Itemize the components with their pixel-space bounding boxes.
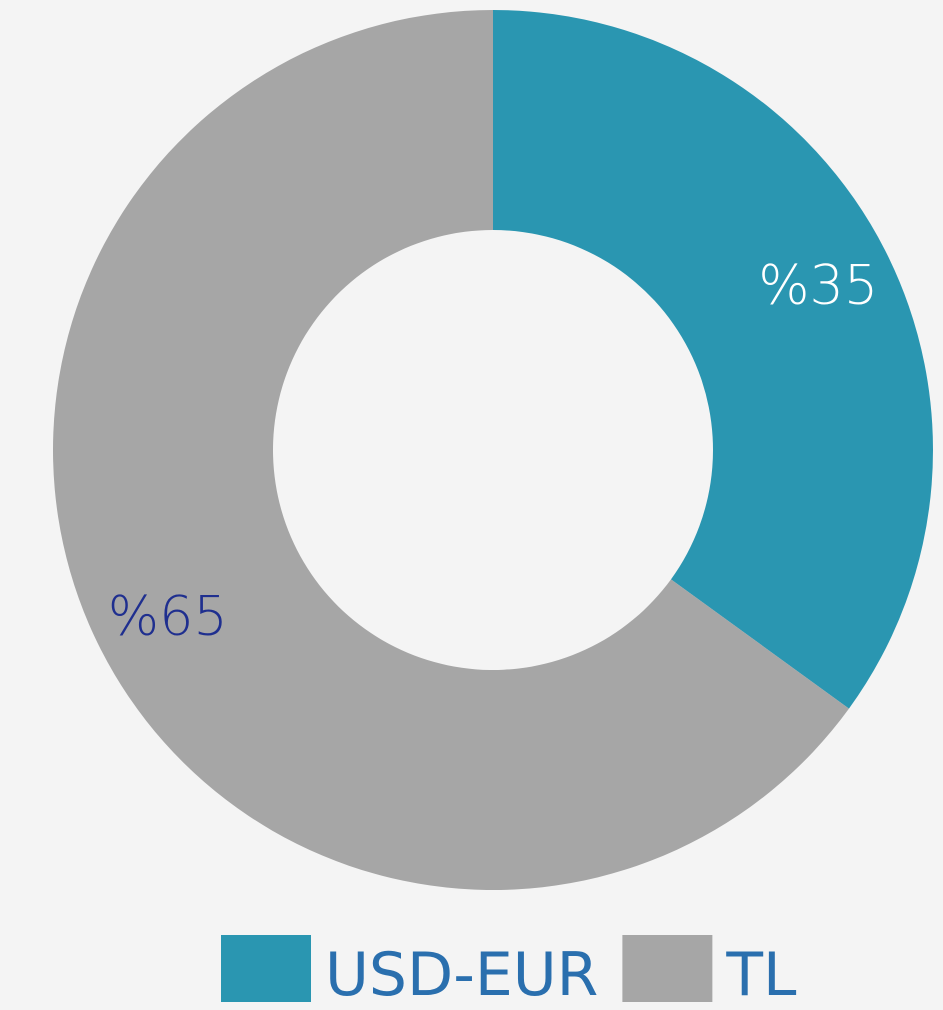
slice-label: %65 xyxy=(108,585,228,648)
slice-label: %35 xyxy=(758,253,878,316)
legend-label: USD-EUR xyxy=(325,940,598,1010)
legend-swatch xyxy=(221,935,311,1002)
slice xyxy=(52,10,849,890)
slice xyxy=(493,10,933,709)
legend-swatch xyxy=(622,935,713,1002)
legend-label: TL xyxy=(725,940,797,1010)
